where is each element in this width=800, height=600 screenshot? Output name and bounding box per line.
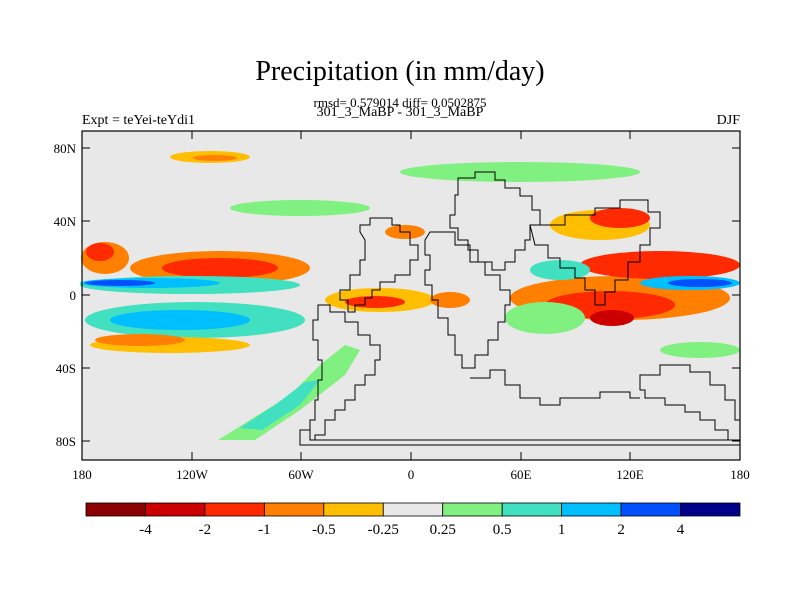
colorbar-swatch bbox=[382, 502, 444, 517]
anomaly-patch bbox=[240, 380, 320, 430]
colorbar: -4 -2 -1 -0.5 -0.25 0.25 0.5 1 2 4 bbox=[85, 502, 741, 538]
southern-coast-outline bbox=[470, 369, 640, 406]
greenland-outline bbox=[449, 171, 541, 271]
anomaly-patch bbox=[590, 208, 650, 228]
antarctica-outline bbox=[299, 429, 741, 446]
anomaly-patch bbox=[590, 310, 634, 326]
anomaly-patch bbox=[95, 334, 185, 346]
lon-tick-label: 60W bbox=[288, 467, 314, 482]
anomaly-patch bbox=[345, 296, 405, 308]
anomaly-patch bbox=[218, 345, 360, 440]
case-label: 301_3_MaBP - 301_3_MaBP bbox=[316, 105, 484, 120]
lat-tick-label: 40N bbox=[54, 214, 77, 229]
colorbar-label: 1 bbox=[558, 522, 566, 538]
lon-tick-label: 180 bbox=[72, 467, 92, 482]
anomaly-patch bbox=[505, 302, 585, 334]
colorbar-swatch bbox=[501, 502, 563, 517]
africa-outline bbox=[424, 231, 511, 369]
colorbar-swatch bbox=[561, 502, 622, 517]
colorbar-label: -1 bbox=[258, 522, 271, 538]
lon-tick-label: 60E bbox=[511, 467, 532, 482]
lon-tick-label: 120W bbox=[176, 467, 209, 482]
colorbar-swatch bbox=[204, 502, 265, 517]
lat-axis: 80N 40N 0 40S 80S bbox=[54, 141, 740, 449]
colorbar-label: -2 bbox=[199, 522, 212, 538]
colorbar-label: 0.25 bbox=[430, 522, 456, 538]
season-label: DJF bbox=[716, 113, 740, 128]
lon-axis: 180 120W 60W 0 60E 120E 180 bbox=[72, 131, 750, 482]
eurasia-outline bbox=[529, 199, 661, 306]
stats-subtitle: rmsd= 0.579014 diff= 0.0502875 bbox=[313, 95, 487, 110]
lat-tick-label: 80N bbox=[54, 141, 77, 156]
colorbar-swatch bbox=[145, 502, 206, 517]
colorbar-swatch bbox=[263, 502, 325, 517]
colorbar-label: -0.5 bbox=[312, 522, 336, 538]
anomaly-patch bbox=[86, 243, 114, 261]
anomaly-patch bbox=[193, 155, 237, 161]
lat-tick-label: 40S bbox=[56, 361, 76, 376]
anomaly-patch bbox=[400, 162, 640, 182]
anomaly-patch bbox=[430, 292, 470, 308]
anomaly-patch bbox=[660, 342, 740, 358]
map-title: Precipitation (in mm/day) bbox=[255, 56, 545, 87]
colorbar-label: 0.5 bbox=[493, 522, 512, 538]
colorbar-swatch bbox=[85, 502, 146, 517]
lon-tick-label: 180 bbox=[730, 467, 750, 482]
anomaly-patch bbox=[85, 280, 155, 286]
colorbar-swatch bbox=[680, 502, 741, 517]
coastlines bbox=[299, 171, 741, 446]
anomaly-patch bbox=[668, 279, 732, 287]
lat-tick-label: 80S bbox=[56, 434, 76, 449]
colorbar-label: 4 bbox=[677, 522, 685, 538]
colorbar-swatch bbox=[442, 502, 503, 517]
colorbar-swatch bbox=[323, 502, 384, 517]
anomaly-patch bbox=[110, 310, 250, 330]
colorbar-swatch bbox=[620, 502, 681, 517]
colorbar-label: 2 bbox=[617, 522, 625, 538]
colorbar-label: -4 bbox=[139, 522, 152, 538]
south-america-outline bbox=[309, 304, 381, 441]
map-area bbox=[80, 130, 741, 461]
colorbar-label: -0.25 bbox=[368, 522, 399, 538]
anomaly-patch bbox=[580, 251, 740, 279]
lat-tick-label: 0 bbox=[70, 288, 77, 303]
anomaly-patch bbox=[162, 258, 278, 278]
lon-tick-label: 0 bbox=[408, 467, 415, 482]
experiment-label: Expt = teYei-teYdi1 bbox=[82, 113, 196, 128]
precip-field bbox=[80, 151, 740, 440]
anomaly-patch bbox=[230, 200, 370, 216]
north-america-outline bbox=[339, 217, 419, 313]
lon-tick-label: 120E bbox=[616, 467, 644, 482]
